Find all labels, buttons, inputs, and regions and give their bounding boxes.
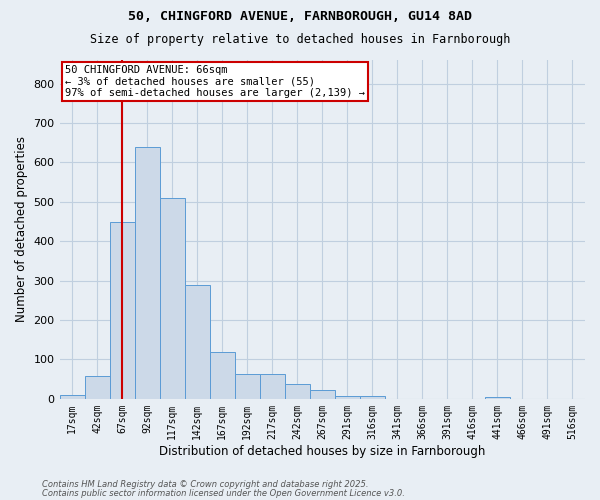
Bar: [59, 395, 85, 399]
Bar: [209, 352, 235, 399]
Text: 50 CHINGFORD AVENUE: 66sqm
← 3% of detached houses are smaller (55)
97% of semi-: 50 CHINGFORD AVENUE: 66sqm ← 3% of detac…: [65, 65, 365, 98]
Bar: [134, 146, 160, 399]
Bar: [485, 397, 510, 399]
Bar: [310, 390, 335, 399]
Y-axis label: Number of detached properties: Number of detached properties: [15, 136, 28, 322]
Bar: [360, 396, 385, 399]
Bar: [185, 284, 209, 399]
X-axis label: Distribution of detached houses by size in Farnborough: Distribution of detached houses by size …: [159, 444, 485, 458]
Text: Contains public sector information licensed under the Open Government Licence v3: Contains public sector information licen…: [42, 488, 405, 498]
Bar: [85, 376, 110, 399]
Text: Size of property relative to detached houses in Farnborough: Size of property relative to detached ho…: [90, 32, 510, 46]
Bar: [285, 384, 310, 399]
Text: 50, CHINGFORD AVENUE, FARNBOROUGH, GU14 8AD: 50, CHINGFORD AVENUE, FARNBOROUGH, GU14 …: [128, 10, 472, 23]
Bar: [235, 374, 260, 399]
Bar: [160, 198, 185, 399]
Text: Contains HM Land Registry data © Crown copyright and database right 2025.: Contains HM Land Registry data © Crown c…: [42, 480, 368, 489]
Bar: [110, 222, 134, 399]
Bar: [260, 374, 285, 399]
Bar: [335, 396, 360, 399]
